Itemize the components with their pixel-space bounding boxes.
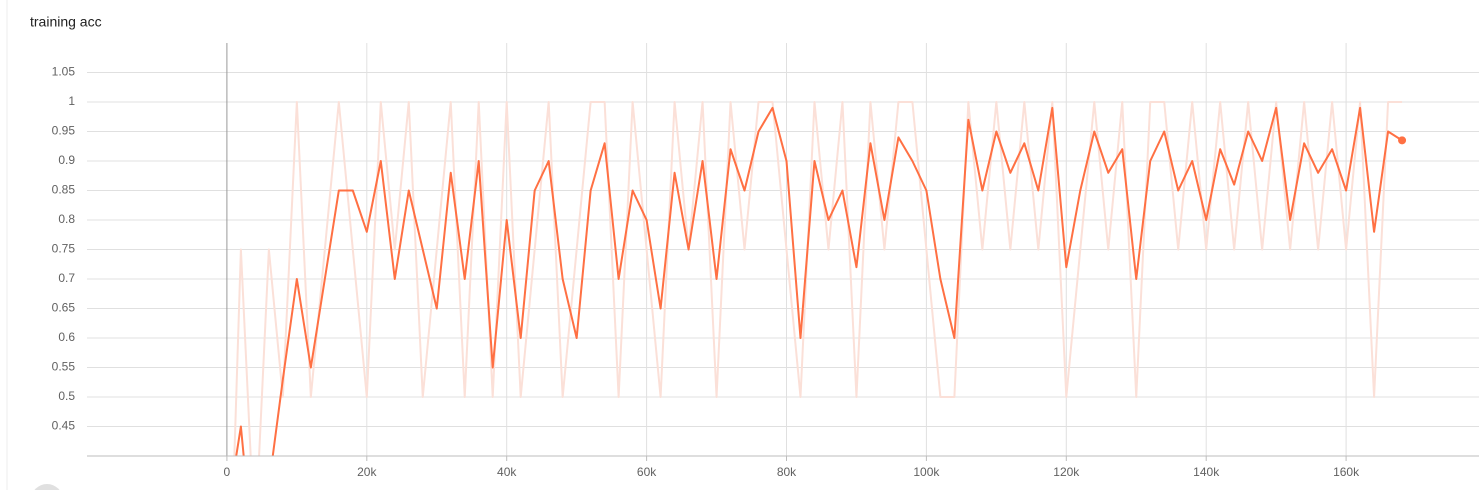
x-tick-label: 120k <box>1053 465 1080 479</box>
y-tick-label: 0.5 <box>58 389 75 403</box>
x-tick-label: 160k <box>1333 465 1360 479</box>
y-tick-label: 0.8 <box>58 212 75 226</box>
smoothed-line <box>235 106 1403 456</box>
y-tick-label: 0.6 <box>58 330 75 344</box>
y-tick-label: 1.05 <box>52 65 76 79</box>
x-tick-label: 60k <box>637 465 657 479</box>
x-tick-label: 100k <box>913 465 940 479</box>
expand-button[interactable] <box>31 484 63 490</box>
last-point <box>1398 136 1407 145</box>
chart-title: training acc <box>30 14 102 30</box>
x-tick-label: 140k <box>1193 465 1220 479</box>
raw-line <box>233 101 1403 456</box>
y-tick-label: 0.75 <box>52 242 76 256</box>
y-tick-label: 0.45 <box>52 419 76 433</box>
x-tick-label: 40k <box>497 465 517 479</box>
y-tick-label: 0.9 <box>58 153 75 167</box>
y-tick-label: 0.65 <box>52 301 76 315</box>
x-tick-label: 0 <box>224 465 231 479</box>
y-tick-label: 0.55 <box>52 360 76 374</box>
y-tick-label: 0.7 <box>58 271 75 285</box>
y-tick-label: 0.95 <box>52 124 76 138</box>
x-tick-label: 80k <box>777 465 797 479</box>
y-tick-label: 0.85 <box>52 183 76 197</box>
x-tick-label: 20k <box>357 465 377 479</box>
y-tick-label: 1 <box>68 94 75 108</box>
